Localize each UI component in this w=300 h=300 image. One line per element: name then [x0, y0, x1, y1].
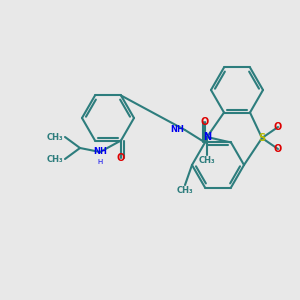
Text: O: O	[117, 153, 125, 163]
Text: H: H	[98, 159, 103, 165]
Text: N: N	[203, 132, 211, 142]
Text: O: O	[274, 144, 282, 154]
Text: CH₃: CH₃	[199, 156, 215, 165]
Text: NH: NH	[170, 125, 184, 134]
Text: NH: NH	[93, 148, 107, 157]
Text: CH₃: CH₃	[177, 186, 193, 195]
Text: CH₃: CH₃	[46, 154, 63, 164]
Text: S: S	[258, 133, 266, 143]
Text: CH₃: CH₃	[46, 133, 63, 142]
Text: O: O	[201, 117, 209, 127]
Text: O: O	[274, 122, 282, 132]
